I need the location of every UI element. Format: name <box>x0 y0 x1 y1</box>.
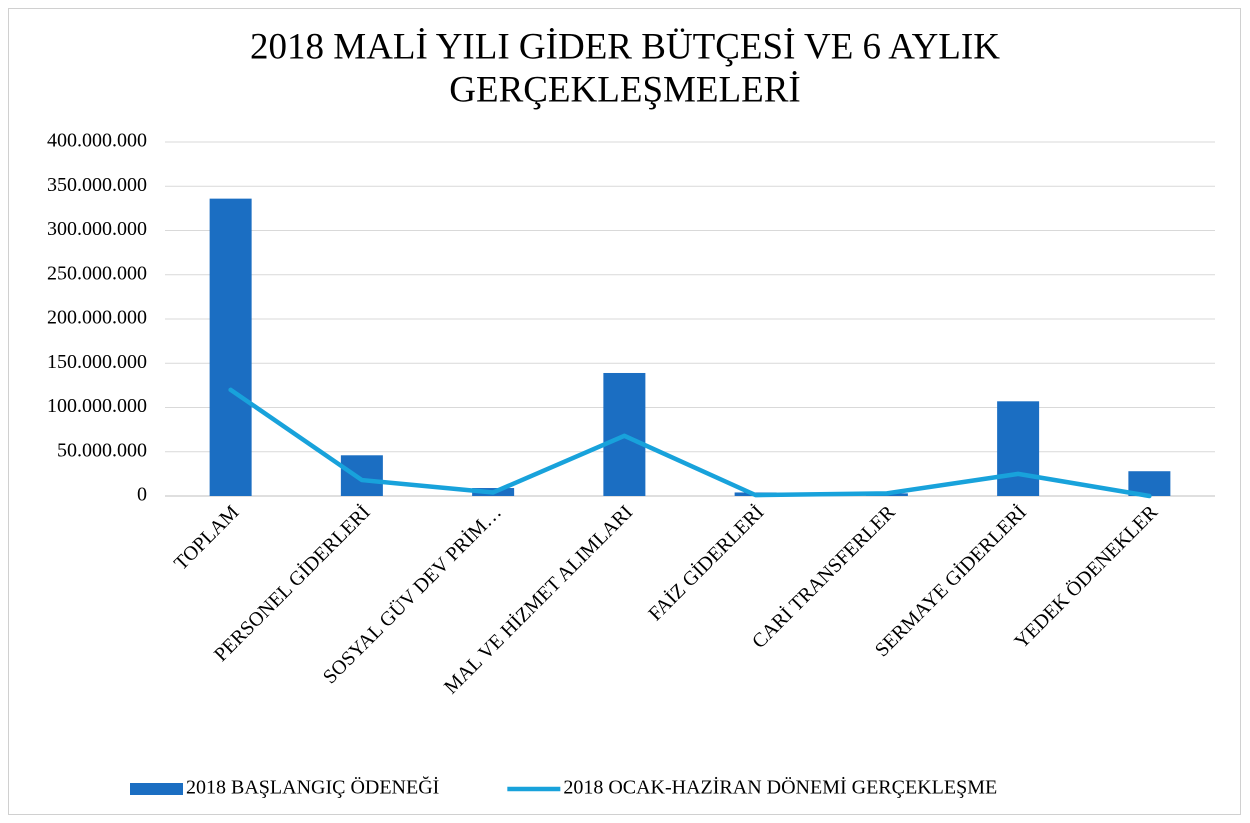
legend-label: 2018 OCAK-HAZİRAN DÖNEMİ GERÇEKLEŞME <box>563 776 997 799</box>
y-tick-label: 350.000.000 <box>47 174 147 196</box>
bar <box>209 198 252 496</box>
y-tick-label: 0 <box>137 484 147 506</box>
y-tick-label: 400.000.000 <box>47 130 147 152</box>
y-tick-label: 50.000.000 <box>57 439 147 461</box>
legend-swatch <box>130 783 183 795</box>
chart-title: 2018 MALİ YILI GİDER BÜTÇESİ VE 6 AYLIK <box>250 26 1000 67</box>
bar <box>997 401 1040 496</box>
legend-label: 2018 BAŞLANGIÇ ÖDENEĞİ <box>186 776 439 799</box>
line-series <box>228 387 1152 499</box>
bar <box>340 455 383 496</box>
y-tick-label: 300.000.000 <box>47 218 147 240</box>
y-tick-label: 150.000.000 <box>47 351 147 373</box>
y-tick-label: 100.000.000 <box>47 395 147 417</box>
y-tick-label: 200.000.000 <box>47 307 147 329</box>
y-tick-label: 250.000.000 <box>47 262 147 284</box>
chart-title: GERÇEKLEŞMELERİ <box>449 69 800 110</box>
